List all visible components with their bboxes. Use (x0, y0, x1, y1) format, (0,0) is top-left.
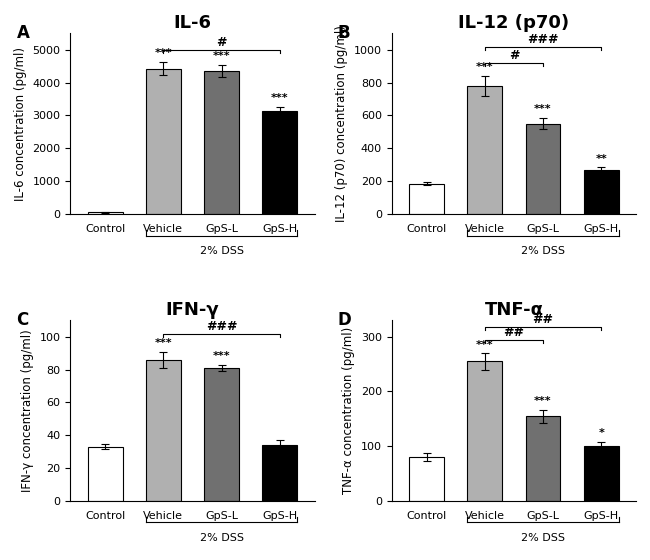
Text: 2% DSS: 2% DSS (200, 533, 244, 543)
Y-axis label: IL-12 (p70) concentration (pg/ml): IL-12 (p70) concentration (pg/ml) (335, 25, 348, 222)
Title: IFN-γ: IFN-γ (166, 301, 219, 319)
Text: C: C (16, 311, 29, 329)
Text: #: # (216, 36, 227, 49)
Text: ***: *** (534, 104, 552, 114)
Text: ***: *** (476, 63, 493, 72)
Bar (584, 446, 619, 501)
Bar (146, 68, 181, 214)
Title: TNF-α: TNF-α (484, 301, 543, 319)
Text: 2% DSS: 2% DSS (200, 246, 244, 256)
Text: ***: *** (213, 52, 230, 62)
Bar (467, 361, 502, 501)
Text: ***: *** (476, 339, 493, 349)
Text: ***: *** (213, 351, 230, 361)
Text: ##: ## (532, 313, 554, 326)
Text: ***: *** (534, 396, 552, 406)
Bar (204, 368, 239, 501)
Text: ##: ## (504, 326, 525, 339)
Text: ***: *** (155, 48, 172, 58)
Bar (204, 71, 239, 214)
Bar (263, 110, 297, 214)
Title: IL-6: IL-6 (174, 14, 211, 32)
Text: D: D (338, 311, 352, 329)
Bar (88, 212, 123, 214)
Title: IL-12 (p70): IL-12 (p70) (458, 14, 569, 32)
Text: ###: ### (527, 33, 559, 46)
Text: B: B (338, 25, 350, 43)
Text: ***: *** (155, 338, 172, 348)
Bar (584, 170, 619, 214)
Bar (467, 86, 502, 214)
Bar (410, 184, 444, 214)
Bar (88, 447, 123, 501)
Text: #: # (509, 49, 519, 62)
Text: *: * (598, 428, 604, 438)
Bar (526, 416, 560, 501)
Text: **: ** (595, 154, 607, 164)
Bar (263, 445, 297, 501)
Text: 2% DSS: 2% DSS (521, 533, 565, 543)
Bar (146, 360, 181, 501)
Text: ***: *** (271, 93, 289, 103)
Y-axis label: TNF-α concentration (pg/ml): TNF-α concentration (pg/ml) (343, 327, 356, 494)
Text: 2% DSS: 2% DSS (521, 246, 565, 256)
Text: ###: ### (206, 320, 237, 333)
Bar (410, 457, 444, 501)
Y-axis label: IL-6 concentration (pg/ml): IL-6 concentration (pg/ml) (14, 46, 27, 200)
Bar (526, 124, 560, 214)
Text: A: A (16, 25, 29, 43)
Y-axis label: IFN-γ concentration (pg/ml): IFN-γ concentration (pg/ml) (21, 329, 34, 492)
